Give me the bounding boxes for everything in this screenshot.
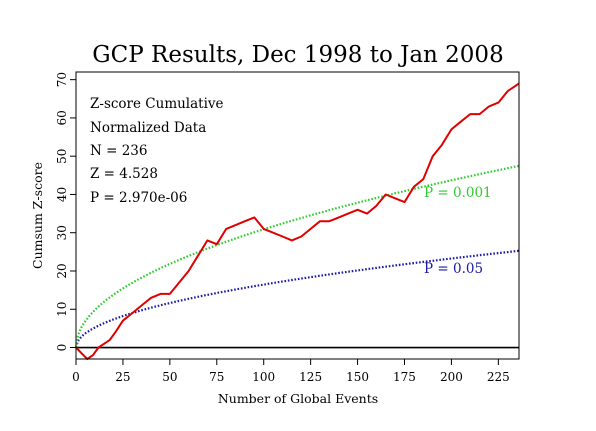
y-tick-label: 50 bbox=[55, 149, 69, 164]
stats-line-5: P = 2.970e-06 bbox=[90, 190, 187, 206]
x-tick-label: 100 bbox=[252, 370, 275, 384]
y-tick-label: 30 bbox=[55, 225, 69, 240]
y-tick-label: 0 bbox=[55, 344, 69, 352]
y-tick-label: 10 bbox=[55, 302, 69, 317]
series-label-p005: P = 0.05 bbox=[424, 261, 483, 277]
y-axis-ticks: 0 10 20 30 40 50 60 70 bbox=[55, 72, 76, 351]
stats-line-1: Z-score Cumulative bbox=[90, 96, 224, 112]
series-label-p001: P = 0.001 bbox=[424, 185, 492, 201]
y-tick-label: 20 bbox=[55, 263, 69, 278]
x-axis-label: Number of Global Events bbox=[218, 391, 378, 406]
x-tick-label: 25 bbox=[115, 370, 130, 384]
envelope-line-p001 bbox=[74, 164, 520, 348]
x-axis-ticks: 0 25 50 75 100 125 150 175 200 225 bbox=[72, 359, 510, 384]
plot-frame bbox=[75, 71, 520, 360]
x-tick-label: 0 bbox=[72, 370, 80, 384]
stats-line-2: Normalized Data bbox=[90, 120, 206, 136]
plot-marks bbox=[74, 82, 520, 360]
x-tick-label: 50 bbox=[162, 370, 177, 384]
cumulative-zscore-line bbox=[75, 82, 520, 360]
x-tick-label: 200 bbox=[440, 370, 463, 384]
x-tick-label: 175 bbox=[393, 370, 416, 384]
y-tick-label: 60 bbox=[55, 110, 69, 125]
y-tick-label: 70 bbox=[55, 72, 69, 87]
x-tick-label: 75 bbox=[209, 370, 224, 384]
chart-title: GCP Results, Dec 1998 to Jan 2008 bbox=[92, 42, 503, 68]
x-tick-label: 150 bbox=[346, 370, 369, 384]
x-tick-label: 225 bbox=[487, 370, 510, 384]
y-tick-label: 40 bbox=[55, 187, 69, 202]
stats-line-3: N = 236 bbox=[90, 143, 147, 159]
stats-block: Z-score Cumulative Normalized Data N = 2… bbox=[90, 96, 224, 206]
y-axis-label: Cumsum Z-score bbox=[30, 162, 45, 269]
x-tick-label: 125 bbox=[299, 370, 322, 384]
stats-line-4: Z = 4.528 bbox=[90, 166, 158, 182]
